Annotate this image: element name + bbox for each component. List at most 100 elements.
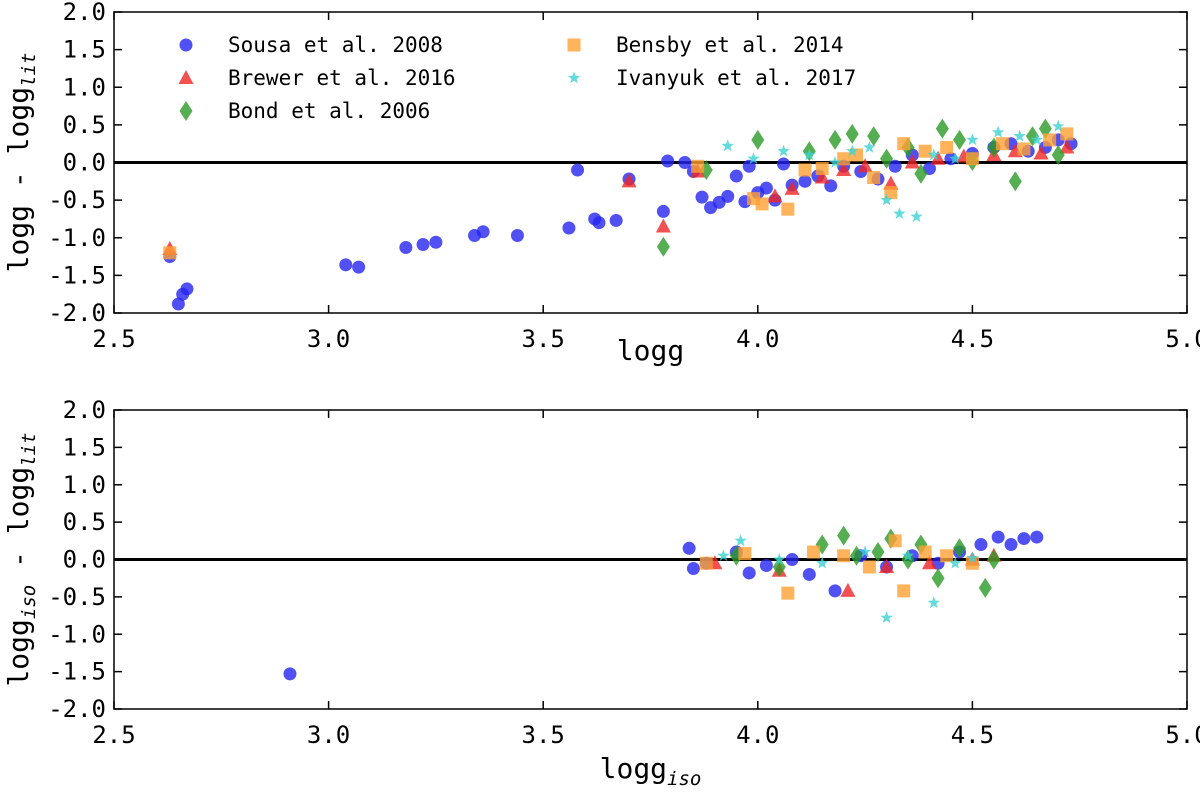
data-point <box>814 169 830 184</box>
x-axis-label-subscript: iso <box>667 768 701 790</box>
data-point <box>1017 532 1031 546</box>
legend-label: Ivanyuk et al. 2017 <box>616 66 856 90</box>
legend-item-bensby: Bensby et al. 2014 <box>567 33 844 57</box>
data-point <box>987 549 1001 570</box>
data-point <box>747 152 760 164</box>
data-point <box>1043 133 1057 147</box>
data-point <box>901 549 915 562</box>
data-point <box>918 144 932 158</box>
series-ivanyuk <box>717 534 979 624</box>
series-bensby <box>699 534 979 600</box>
x-axis-label-text: logg <box>600 752 667 785</box>
legend-item-sousa: Sousa et al. 2008 <box>179 33 443 57</box>
top-panel: 2.5 3.0 3.5 4.0 4.5 5.0 2.0 1.5 1.0 0.5 0.0 -0.5 -1.… <box>2 0 1200 367</box>
y-tick-label: -1.0 <box>48 224 106 252</box>
data-point <box>807 545 821 559</box>
data-point <box>1033 145 1049 160</box>
data-point <box>880 611 893 624</box>
data-point <box>966 133 979 146</box>
bottom-panel: 2.5 3.0 3.5 4.0 4.5 5.0 2.0 1.5 1.0 0.5 0.0 -0.5 -1.… <box>2 396 1200 790</box>
data-point <box>930 150 946 165</box>
data-point <box>283 667 297 681</box>
data-point <box>1052 119 1065 132</box>
data-point <box>904 154 920 169</box>
x-tick-label: 2.5 <box>92 721 135 749</box>
x-axis-label-text: logg <box>617 334 684 367</box>
data-point <box>180 282 194 296</box>
data-point <box>862 560 876 574</box>
data-point <box>816 556 829 569</box>
data-point <box>1059 139 1075 154</box>
legend-label: Sousa et al. 2008 <box>228 33 443 57</box>
data-point <box>867 171 881 185</box>
legend-marker-square <box>567 38 581 52</box>
x-axis-label: loggiso <box>600 752 702 790</box>
y-axis-label: logg - logglit <box>2 53 40 273</box>
data-point <box>803 148 816 161</box>
data-point <box>828 584 842 598</box>
x-tick-label: 2.5 <box>92 325 135 353</box>
legend-label: Brewer et al. 2016 <box>228 66 456 90</box>
data-point <box>857 158 873 173</box>
y-axis-label-part: logg <box>2 205 35 272</box>
legend-item-bond: Bond et al. 2006 <box>179 99 430 123</box>
data-point <box>927 596 940 609</box>
data-point <box>399 241 413 255</box>
data-point <box>802 567 816 581</box>
x-axis-label: logg <box>617 334 684 367</box>
data-point <box>879 558 895 573</box>
series-ivanyuk <box>721 119 1065 222</box>
y-axis-label: loggiso - logglit <box>2 432 40 686</box>
data-point <box>880 193 893 206</box>
data-point <box>880 148 894 169</box>
data-point <box>949 556 962 569</box>
data-point <box>858 545 872 558</box>
series-bensby <box>163 127 1074 260</box>
y-tick-label: 2.0 <box>63 396 106 424</box>
data-point <box>510 228 524 242</box>
data-point <box>755 197 769 211</box>
data-point <box>918 545 932 559</box>
data-point <box>1051 144 1065 165</box>
data-point <box>609 213 623 227</box>
x-tick-label: 5.0 <box>1165 721 1200 749</box>
y-tick-label: 0.0 <box>63 546 106 574</box>
data-point <box>691 159 705 173</box>
data-point <box>846 144 859 157</box>
data-point <box>661 154 675 168</box>
y-axis-label-subscript: lit <box>18 432 40 466</box>
data-point <box>927 148 940 161</box>
data-point <box>656 236 670 257</box>
data-point <box>777 144 790 157</box>
data-point <box>897 584 911 598</box>
data-point <box>416 238 430 252</box>
data-point <box>785 553 799 566</box>
data-point <box>914 163 928 184</box>
y-axis-label-part: - logg <box>2 87 35 205</box>
data-point <box>781 202 795 216</box>
y-axis-label-part: - logg <box>2 467 35 585</box>
data-point <box>695 190 709 204</box>
legend-marker-star <box>567 71 581 84</box>
data-point <box>339 258 353 272</box>
data-point <box>729 169 743 183</box>
data-point <box>991 530 1005 544</box>
data-point <box>655 218 671 233</box>
series-brewer <box>162 139 1075 256</box>
legend-label: Bensby et al. 2014 <box>616 33 844 57</box>
y-tick-label: 1.5 <box>63 36 106 64</box>
y-tick-label: 0.5 <box>63 111 106 139</box>
data-point <box>931 568 945 589</box>
y-tick-label: 0.5 <box>63 508 106 536</box>
data-point <box>966 551 979 564</box>
data-point <box>751 129 765 150</box>
data-point <box>798 163 812 177</box>
data-point <box>965 556 979 570</box>
x-tick-label: 4.0 <box>736 721 779 749</box>
x-tick-label: 3.0 <box>307 721 350 749</box>
y-tick-label: -1.0 <box>48 620 106 648</box>
data-point <box>562 221 576 235</box>
data-point <box>974 538 988 552</box>
data-point <box>897 137 911 151</box>
